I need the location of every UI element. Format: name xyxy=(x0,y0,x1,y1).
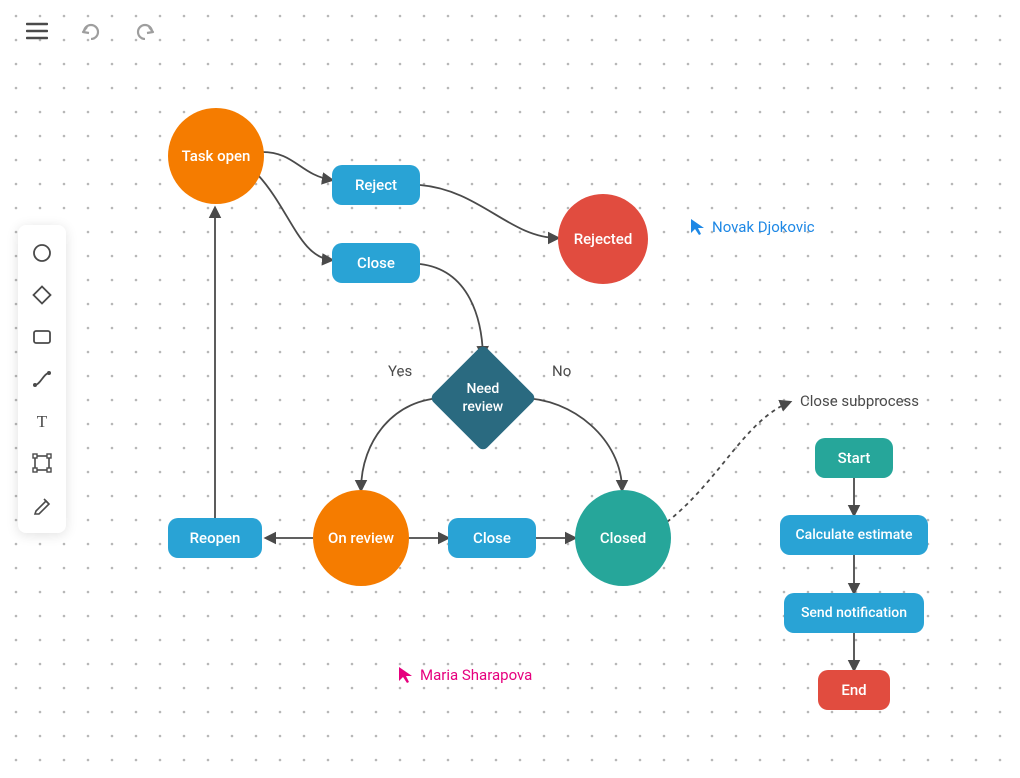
edge-label-no: No xyxy=(552,362,571,380)
collaborator-name: Maria Sharapova xyxy=(420,666,532,684)
pen-tool-icon[interactable] xyxy=(24,487,60,523)
menu-icon[interactable] xyxy=(24,18,50,44)
node-reopen[interactable]: Reopen xyxy=(168,518,262,558)
diamond-tool-icon[interactable] xyxy=(24,277,60,313)
edge-closed-subprocess[interactable] xyxy=(667,402,790,522)
collaborator-name: Novak Djokovic xyxy=(712,218,815,236)
frame-tool-icon[interactable] xyxy=(24,445,60,481)
subprocess-title: Close subprocess xyxy=(800,392,919,410)
shape-toolbar: T xyxy=(18,225,66,533)
connector-tool-icon[interactable] xyxy=(24,361,60,397)
edge-close_top-need_review[interactable] xyxy=(420,264,483,356)
top-toolbar xyxy=(24,18,158,44)
redo-icon[interactable] xyxy=(132,18,158,44)
node-closed[interactable]: Closed xyxy=(575,490,671,586)
node-close_top[interactable]: Close xyxy=(332,243,420,283)
svg-text:T: T xyxy=(37,412,48,431)
undo-icon[interactable] xyxy=(78,18,104,44)
node-start[interactable]: Start xyxy=(815,438,893,478)
diagram-canvas[interactable]: YesNoTask openRejectCloseRejectedNeedrev… xyxy=(0,0,1020,778)
node-calc[interactable]: Calculate estimate xyxy=(780,515,928,555)
edge-task_open-reject[interactable] xyxy=(262,152,332,180)
collaborator-cursor: Novak Djokovic xyxy=(690,218,815,236)
node-rejected[interactable]: Rejected xyxy=(558,194,648,284)
edge-label-yes: Yes xyxy=(388,362,412,380)
node-end[interactable]: End xyxy=(818,670,890,710)
node-task_open[interactable]: Task open xyxy=(168,108,264,204)
edge-need_review-on_review[interactable] xyxy=(361,398,445,490)
node-close_mid[interactable]: Close xyxy=(448,518,536,558)
node-reject[interactable]: Reject xyxy=(332,165,420,205)
edge-need_review-closed[interactable] xyxy=(521,398,622,490)
circle-tool-icon[interactable] xyxy=(24,235,60,271)
rect-tool-icon[interactable] xyxy=(24,319,60,355)
node-on_review[interactable]: On review xyxy=(313,490,409,586)
collaborator-cursor: Maria Sharapova xyxy=(398,666,532,684)
text-tool-icon[interactable]: T xyxy=(24,403,60,439)
edge-reject-rejected[interactable] xyxy=(420,185,558,238)
edge-task_open-close_top[interactable] xyxy=(258,175,332,260)
node-notify[interactable]: Send notification xyxy=(784,593,924,633)
